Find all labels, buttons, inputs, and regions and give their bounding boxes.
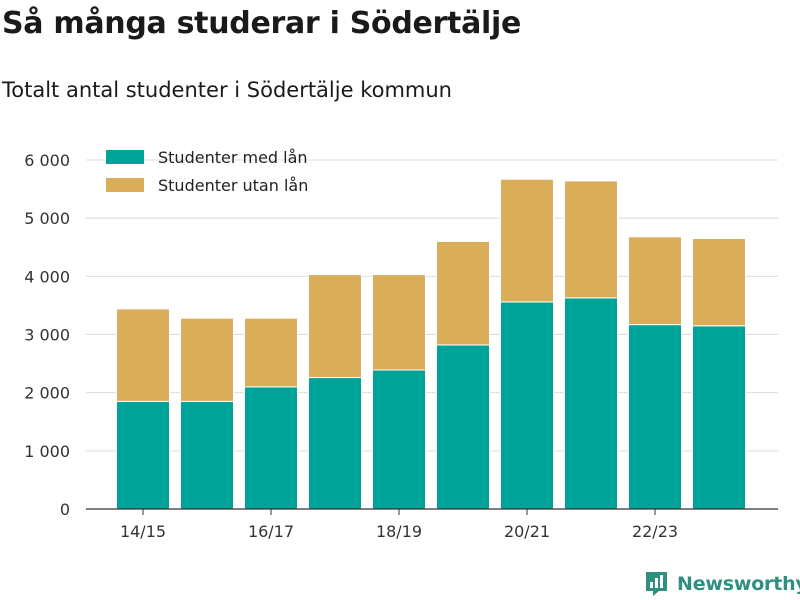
y-tick-label: 6 000 [24, 151, 70, 170]
x-tick-label: 16/17 [248, 522, 294, 541]
bar-without-loan[interactable] [244, 317, 298, 388]
y-tick-label: 0 [60, 500, 70, 519]
bar-with-loan[interactable] [180, 400, 234, 510]
legend-swatch-without-loan [106, 178, 144, 192]
brand-name: Newsworthy [677, 573, 800, 595]
y-tick-label: 4 000 [24, 267, 70, 286]
legend-swatch-with-loan [106, 150, 144, 164]
bar-with-loan[interactable] [308, 377, 362, 510]
bar-with-loan[interactable] [372, 369, 426, 510]
legend-label: Studenter med lån [158, 148, 308, 167]
bar-without-loan[interactable] [308, 274, 362, 379]
y-tick-label: 5 000 [24, 209, 70, 228]
bar-without-loan[interactable] [500, 178, 554, 303]
x-tick-label: 22/23 [632, 522, 678, 541]
x-tick-label: 20/21 [504, 522, 550, 541]
y-tick-label: 1 000 [24, 442, 70, 461]
y-tick-label: 3 000 [24, 326, 70, 345]
bar-with-loan[interactable] [628, 324, 682, 510]
x-axis-ticks: 14/15 16/17 18/19 20/21 22/23 [120, 509, 678, 541]
bar-without-loan[interactable] [628, 236, 682, 326]
bar-with-loan[interactable] [564, 297, 618, 510]
bars [116, 178, 746, 510]
chart-subtitle: Totalt antal studenter i Södertälje komm… [2, 78, 452, 102]
bar-without-loan[interactable] [436, 240, 490, 346]
bar-with-loan[interactable] [116, 400, 170, 510]
bar-with-loan[interactable] [436, 344, 490, 510]
brand-logo[interactable]: Newsworthy [644, 570, 800, 598]
bar-without-loan[interactable] [180, 317, 234, 402]
bar-with-loan[interactable] [692, 325, 746, 510]
legend-label: Studenter utan lån [158, 176, 308, 195]
x-tick-label: 18/19 [376, 522, 422, 541]
y-axis-ticks: 0 1 000 2 000 3 000 4 000 5 000 6 000 [24, 151, 70, 519]
chart-title: Så många studerar i Södertälje [2, 6, 522, 41]
bar-with-loan[interactable] [244, 386, 298, 510]
newsworthy-logo-icon [646, 572, 667, 596]
bar-without-loan[interactable] [116, 308, 170, 402]
bar-without-loan[interactable] [564, 180, 618, 299]
legend: Studenter med lån Studenter utan lån [106, 148, 308, 195]
bar-without-loan[interactable] [692, 238, 746, 327]
x-tick-label: 14/15 [120, 522, 166, 541]
bar-without-loan[interactable] [372, 274, 426, 371]
bar-with-loan[interactable] [500, 301, 554, 510]
y-tick-label: 2 000 [24, 384, 70, 403]
